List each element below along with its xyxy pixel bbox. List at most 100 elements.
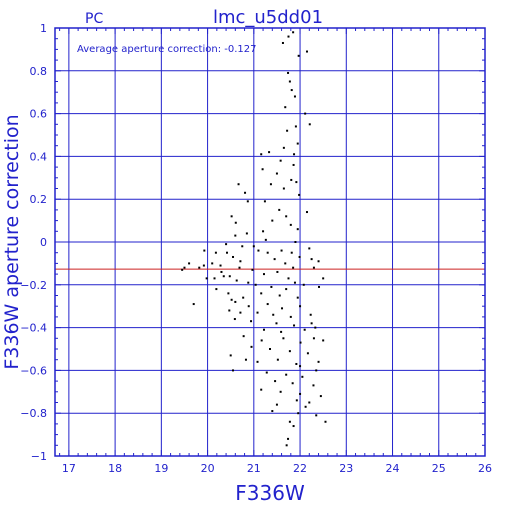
data-point (317, 260, 320, 263)
data-point (262, 273, 265, 276)
x-tick-label: 23 (339, 462, 353, 475)
data-point (228, 309, 231, 312)
corner-label: PC (85, 11, 103, 27)
y-axis-label: F336W aperture correction (1, 114, 23, 369)
data-point (202, 264, 205, 267)
data-point (213, 277, 216, 280)
data-point (242, 296, 245, 299)
data-point (292, 266, 295, 269)
data-point (297, 412, 300, 415)
y-tick-label: 0.6 (30, 108, 48, 121)
data-point (205, 277, 208, 280)
data-point (315, 369, 318, 372)
data-point (274, 380, 277, 383)
data-point (317, 360, 320, 363)
data-point (298, 255, 301, 258)
data-point (183, 266, 186, 269)
data-point (241, 245, 244, 248)
data-point (219, 264, 222, 267)
data-point (228, 275, 231, 278)
data-point (287, 437, 290, 440)
data-points (181, 31, 327, 447)
data-point (294, 125, 297, 128)
data-point (235, 279, 238, 282)
data-point (214, 251, 217, 254)
data-point (306, 352, 309, 355)
data-point (295, 181, 298, 184)
data-point (290, 251, 293, 254)
data-point (266, 251, 269, 254)
data-point (246, 200, 249, 203)
data-point (309, 313, 312, 316)
data-point (261, 168, 264, 171)
x-tick-label: 22 (293, 462, 307, 475)
data-point (287, 35, 290, 38)
data-point (289, 315, 292, 318)
data-point (269, 348, 271, 350)
y-tick-label: −0.8 (20, 407, 47, 420)
data-point (271, 410, 274, 413)
data-point (234, 300, 237, 303)
data-point (305, 50, 308, 53)
data-point (257, 249, 260, 252)
data-point (285, 444, 288, 447)
data-point (302, 283, 305, 286)
data-point (315, 414, 318, 417)
data-point (239, 260, 242, 263)
data-point (226, 251, 228, 254)
data-point (233, 318, 236, 321)
data-point (287, 71, 290, 74)
data-point (301, 375, 304, 378)
data-point (293, 281, 296, 284)
x-tick-label: 17 (62, 462, 76, 475)
data-point (252, 245, 255, 248)
x-tick-labels: 17 18 19 20 21 22 23 24 25 26 (62, 462, 492, 475)
data-point (308, 401, 311, 404)
data-point (299, 392, 302, 395)
y-tick-label: −1 (31, 450, 47, 463)
data-point (281, 307, 284, 310)
y-tick-labels: −1 −0.8 −0.6 −0.4 −0.2 0 0.2 0.4 0.6 0.8 1 (20, 22, 47, 463)
data-point (268, 151, 271, 154)
data-point (319, 395, 322, 398)
data-point (292, 31, 295, 34)
x-tick-label: 19 (154, 462, 168, 475)
data-point (275, 322, 278, 325)
data-point (293, 324, 296, 327)
data-point (279, 159, 282, 162)
data-point (322, 277, 325, 280)
data-point (290, 178, 293, 181)
y-tick-label: 0.2 (30, 193, 48, 206)
data-point (304, 405, 307, 408)
data-point (269, 183, 272, 186)
data-point (276, 270, 279, 273)
data-point (275, 172, 278, 175)
data-point (285, 373, 288, 376)
axis-ticks (55, 27, 486, 457)
data-point (232, 369, 235, 372)
data-point (312, 266, 315, 269)
data-point (239, 311, 242, 314)
data-point (203, 249, 206, 252)
x-tick-label: 25 (432, 462, 446, 475)
data-point (310, 258, 313, 261)
data-point (296, 142, 299, 145)
data-point (232, 255, 235, 258)
data-point (264, 238, 267, 241)
data-point (312, 384, 315, 387)
data-point (234, 234, 237, 237)
data-point (287, 277, 290, 280)
data-point (275, 403, 278, 406)
data-point (285, 288, 288, 291)
data-point (256, 311, 259, 314)
data-point (230, 298, 233, 301)
data-point (312, 337, 315, 340)
data-point (295, 362, 298, 365)
data-point (234, 221, 237, 224)
x-tick-label: 20 (201, 462, 215, 475)
data-point (262, 328, 265, 331)
data-point (293, 95, 296, 98)
data-point (270, 285, 273, 288)
data-point (305, 211, 308, 214)
